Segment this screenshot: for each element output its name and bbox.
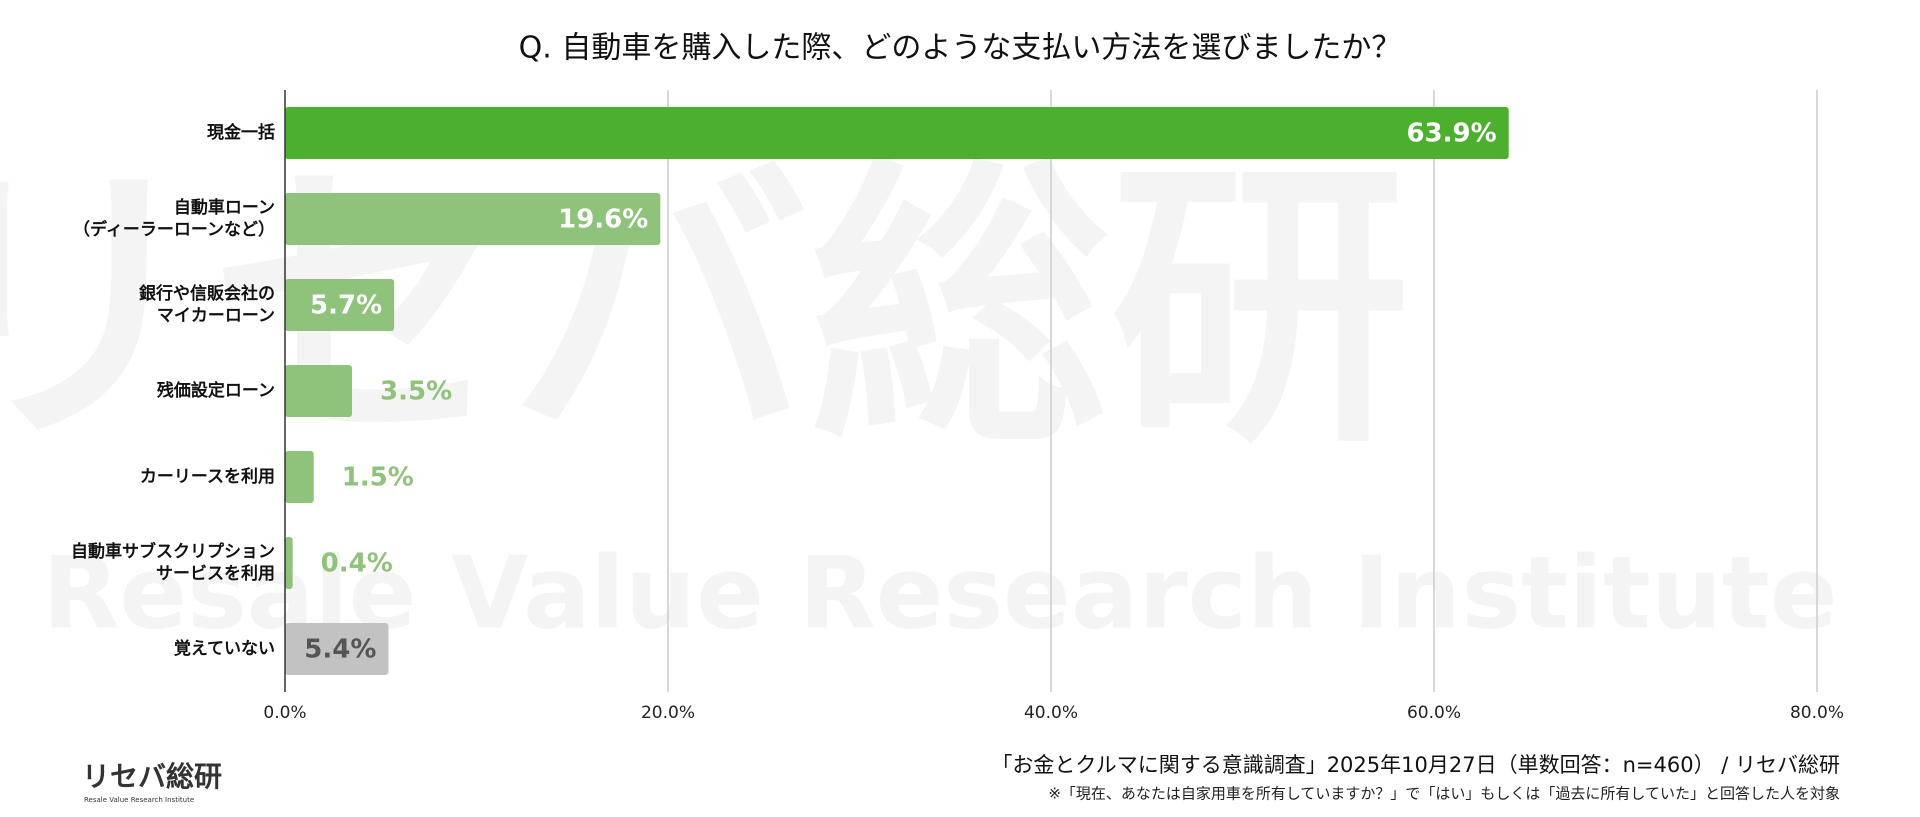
bar: [285, 279, 395, 331]
value-label: 0.4%: [321, 549, 393, 579]
value-label: 63.9%: [1406, 119, 1496, 149]
y-tick-label: サービスを利用: [156, 563, 275, 584]
value-label: 1.5%: [342, 463, 414, 493]
bar: [285, 537, 293, 589]
logo-sub: Resale Value Research Institute: [84, 796, 194, 804]
y-tick-label: マイカーローン: [157, 306, 275, 326]
logo: リセバ総研: [82, 760, 222, 793]
bar: [285, 365, 353, 417]
x-tick-label: 60.0%: [1407, 703, 1461, 723]
value-label: 5.4%: [304, 635, 376, 665]
bar: [285, 193, 661, 245]
x-tick-label: 80.0%: [1790, 703, 1844, 723]
y-tick-label: 自動車サブスクリプション: [71, 541, 275, 562]
source: 「お金とクルマに関する意識調査」2025年10月27日（単数回答：n=460） …: [991, 753, 1840, 777]
chart-title: Q. 自動車を購入した際、どのような支払い方法を選びましたか？: [519, 31, 1402, 66]
bar: [285, 623, 389, 675]
x-tick-label: 40.0%: [1024, 703, 1078, 723]
bar: [285, 451, 314, 503]
y-tick-label: 現金一括: [207, 122, 275, 143]
watermark: リセバ総研: [0, 134, 1410, 483]
bar: [285, 107, 1509, 159]
note: ※「現在、あなたは自家用車を所有していますか？」で「はい」もしくは「過去に所有し…: [1048, 785, 1840, 803]
value-label: 19.6%: [558, 205, 648, 235]
x-tick-label: 20.0%: [641, 703, 695, 723]
y-tick-label: （ディーラーローンなど）: [73, 219, 275, 240]
y-tick-label: 覚えていない: [174, 638, 275, 659]
y-tick-label: カーリースを利用: [140, 466, 275, 487]
x-tick-label: 0.0%: [263, 703, 306, 723]
value-label: 5.7%: [310, 291, 382, 321]
value-label: 3.5%: [380, 377, 452, 407]
y-tick-label: 残価設定ローン: [157, 380, 275, 401]
y-tick-label: 自動車ローン: [174, 197, 275, 218]
y-tick-label: 銀行や信販会社の: [139, 283, 275, 304]
